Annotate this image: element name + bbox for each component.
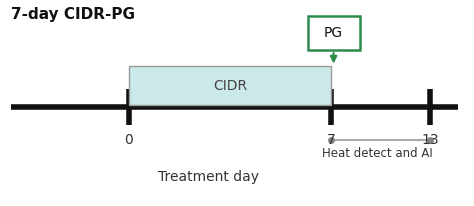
Bar [128, 66, 331, 105]
Text: 7: 7 [327, 133, 336, 147]
Text: 13: 13 [421, 133, 439, 147]
Text: PG: PG [324, 26, 343, 40]
Text: 7-day CIDR-PG: 7-day CIDR-PG [11, 7, 135, 22]
Bar [308, 16, 359, 50]
Text: Heat detect and AI: Heat detect and AI [322, 147, 433, 160]
Text: 0: 0 [124, 133, 133, 147]
Text: CIDR: CIDR [213, 79, 247, 93]
Text: Treatment day: Treatment day [158, 170, 259, 184]
